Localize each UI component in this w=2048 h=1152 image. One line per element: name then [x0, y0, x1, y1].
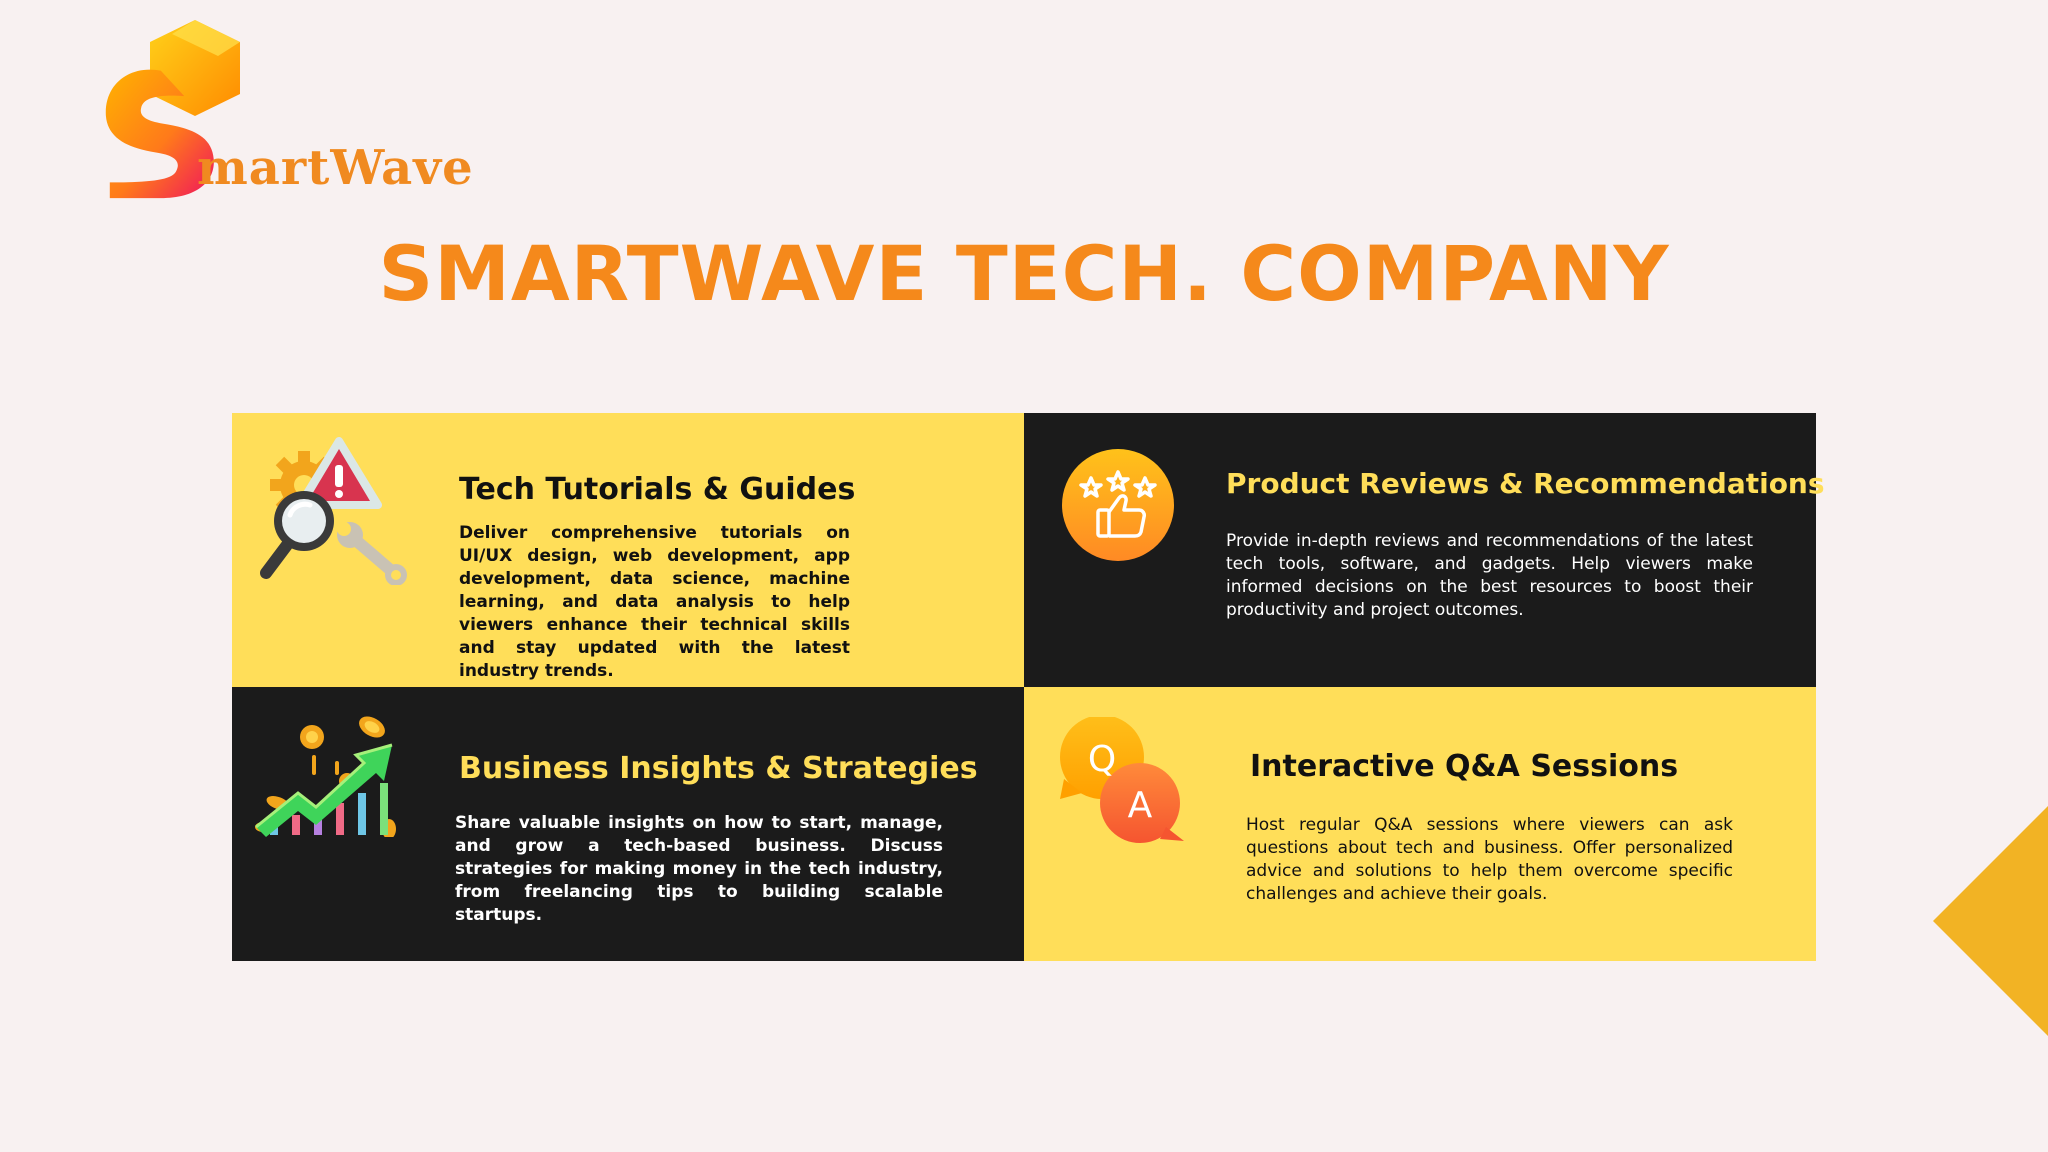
page-title: SMARTWAVE TECH. COMPANY: [378, 229, 1670, 318]
qa-a-letter: A: [1128, 785, 1153, 826]
card-title: Interactive Q&A Sessions: [1250, 749, 1679, 784]
brand-logo: martWave: [100, 16, 500, 206]
corner-diamond-decoration: [1933, 806, 2048, 1036]
card-qa-sessions: Q A Interactive Q&A Sessions Host regula…: [1024, 687, 1816, 961]
card-body: Deliver comprehensive tutorials on UI/UX…: [459, 523, 850, 681]
services-grid: Tech Tutorials & Guides Deliver comprehe…: [232, 413, 1825, 961]
card-business-insights: Business Insights & Strategies Share val…: [232, 687, 1024, 961]
thumbs-up-stars-icon: [1062, 449, 1174, 561]
smartwave-s-logo-icon: [105, 20, 240, 199]
card-body: Host regular Q&A sessions where viewers …: [1246, 815, 1733, 904]
magnifier-gear-wrench-icon: [260, 437, 407, 585]
card-title: Tech Tutorials & Guides: [459, 472, 856, 507]
logo-wordmark: martWave: [197, 140, 474, 196]
qa-q-letter: Q: [1088, 739, 1116, 780]
card-body: Provide in-depth reviews and recommendat…: [1226, 531, 1753, 620]
growth-chart-coins-icon: [255, 716, 396, 837]
card-title: Product Reviews & Recommendations: [1226, 467, 1825, 500]
card-title: Business Insights & Strategies: [459, 751, 978, 786]
card-tech-tutorials: Tech Tutorials & Guides Deliver comprehe…: [232, 413, 1024, 687]
qa-speech-bubbles-icon: Q A: [1060, 717, 1184, 843]
card-product-reviews: Product Reviews & Recommendations Provid…: [1024, 413, 1825, 687]
card-body: Share valuable insights on how to start,…: [455, 813, 943, 925]
